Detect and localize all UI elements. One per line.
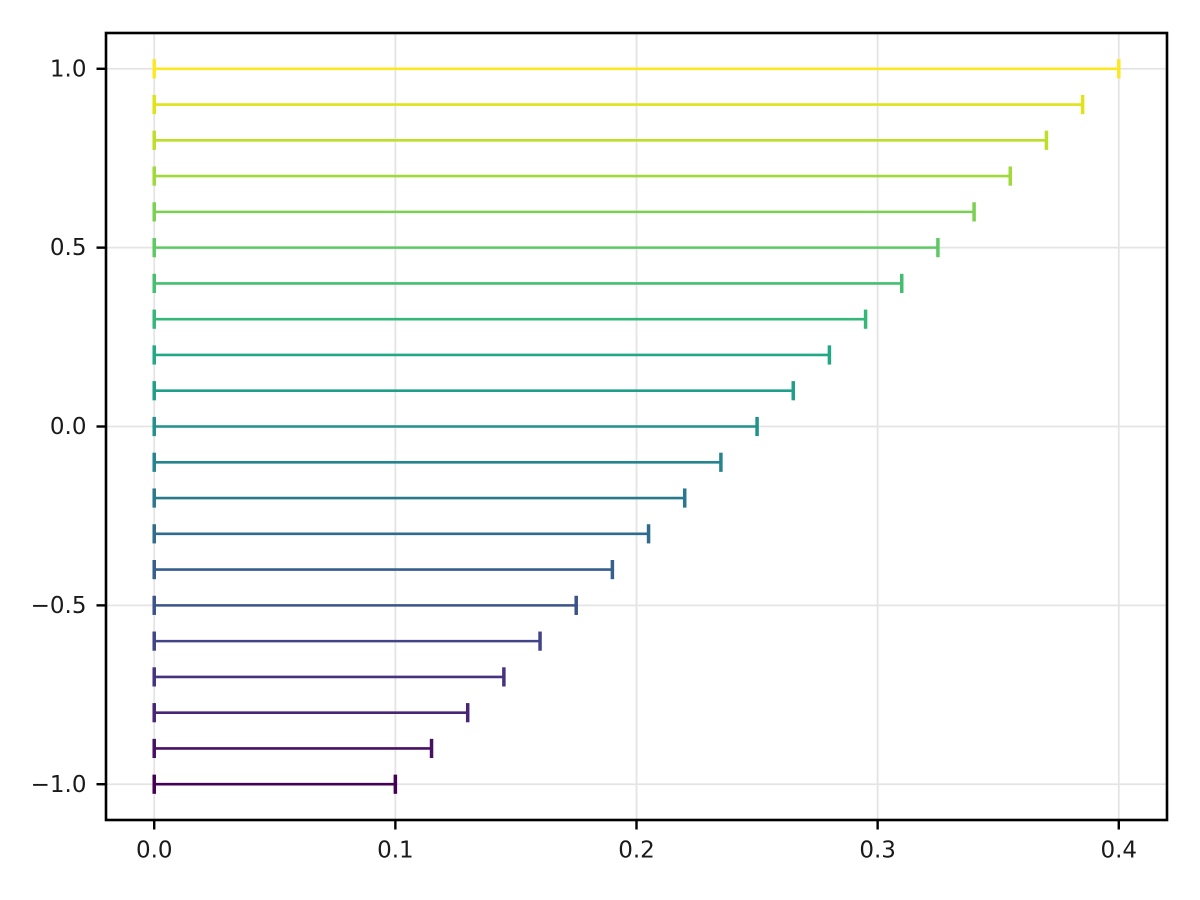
errorbar: [152, 524, 651, 544]
errorbar: [152, 202, 976, 222]
errorbar: [152, 59, 1121, 79]
y-tick-label: −1.0: [31, 772, 87, 798]
x-tick-label: 0.3: [859, 838, 896, 864]
x-tick-label: 0.1: [377, 838, 414, 864]
y-tick-label: 0.5: [50, 235, 87, 261]
errorbar: [152, 774, 398, 794]
errorbar: [152, 416, 759, 437]
errorbar: [152, 595, 578, 615]
errorbar: [152, 452, 723, 472]
y-tick-label: 0.0: [50, 414, 87, 440]
errorbar: [152, 381, 795, 401]
axes: [96, 31, 1169, 830]
error-bars: [152, 59, 1121, 794]
errorbar: [152, 667, 506, 687]
errorbar: [152, 738, 434, 759]
y-tick-label: −0.5: [31, 593, 87, 619]
errorbar: [152, 345, 832, 365]
errorbar: [152, 166, 1013, 186]
y-tick-label: 1.0: [50, 56, 87, 82]
errorbar: [152, 703, 470, 723]
x-tick-label: 0.0: [136, 838, 173, 864]
errorbar: [152, 559, 615, 580]
errorbar: [152, 238, 940, 258]
x-tick-labels: 0.0 0.1 0.2 0.3 0.4: [136, 838, 1137, 864]
errorbar: [152, 631, 542, 651]
errorbar: [152, 488, 687, 508]
x-tick-label: 0.2: [618, 838, 655, 864]
errorbar: [152, 309, 868, 329]
errorbar: [152, 94, 1085, 115]
y-tick-labels: 1.0 0.5 0.0 −0.5 −1.0: [31, 56, 87, 797]
errorbar: [152, 273, 904, 294]
errorbar: [152, 130, 1049, 150]
x-tick-label: 0.4: [1100, 838, 1137, 864]
